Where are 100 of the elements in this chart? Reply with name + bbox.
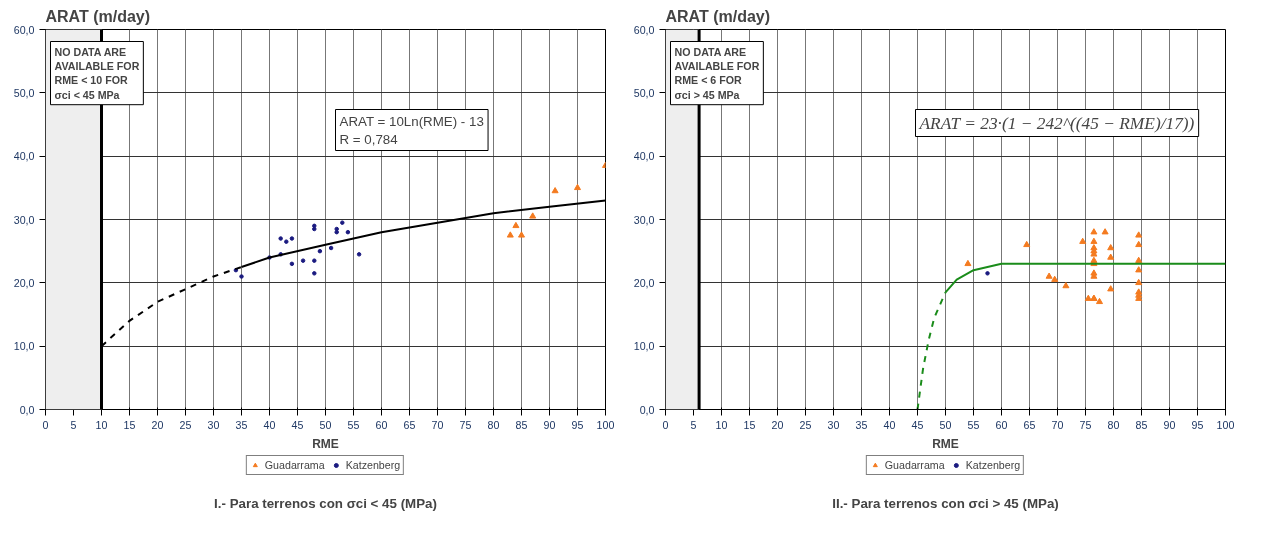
y-axis-title: ARAT (m/day) (45, 7, 151, 25)
point (340, 220, 345, 225)
x-tick-label: 25 (179, 418, 192, 431)
y-tick-label: 30,0 (633, 213, 655, 226)
x-tick-label: 5 (690, 418, 697, 431)
point (1096, 297, 1103, 305)
point (1090, 228, 1098, 235)
x-tick-label: 70 (1051, 418, 1064, 431)
x-tick-label: 10 (95, 418, 108, 431)
point (289, 261, 295, 267)
y-tick-label: 10,0 (13, 340, 35, 353)
point (1045, 272, 1053, 279)
point (284, 239, 289, 244)
point (1107, 285, 1115, 292)
point (1084, 294, 1092, 301)
point (278, 236, 283, 241)
x-tick-label: 50 (319, 418, 332, 431)
x-tick-label: 80 (487, 418, 500, 431)
point (512, 221, 520, 229)
legend-label: Katzenberg (345, 459, 401, 471)
x-tick-label: 0 (662, 418, 669, 431)
x-tick-label: 5 (70, 418, 77, 431)
x-tick-label: 40 (883, 418, 896, 431)
point (518, 231, 525, 238)
x-tick-label: 30 (827, 418, 840, 431)
point (1023, 240, 1031, 248)
x-tick-label: 70 (431, 418, 444, 431)
legend-label: Guadarrama (884, 459, 945, 471)
y-tick-label: 40,0 (633, 150, 655, 163)
annotation: ARAT = 23·(1 − 242^((45 − RME)/17)) (918, 113, 1195, 133)
point (334, 226, 339, 232)
y-tick-label: 60,0 (13, 23, 35, 36)
x-tick-label: 85 (515, 418, 528, 431)
x-tick-label: 100 (596, 418, 615, 431)
x-tick-label: 50 (939, 418, 952, 431)
x-tick-label: 95 (1191, 418, 1204, 431)
point (1135, 240, 1143, 248)
x-tick-label: 65 (403, 418, 416, 431)
annotation: NO DATA ARE AVAILABLE FOR RME < 6 FOR σci > 45 MPa (674, 45, 760, 101)
x-tick-label: 65 (1023, 418, 1036, 431)
x-axis-title: RME (932, 436, 959, 451)
legend-label: Guadarrama (264, 459, 325, 471)
point (529, 212, 537, 219)
x-axis-title: RME (312, 436, 339, 451)
point (334, 229, 339, 235)
point (312, 226, 317, 232)
x-tick-label: 15 (743, 418, 756, 431)
point (312, 223, 317, 229)
y-tick-label: 0,0 (639, 403, 655, 416)
x-tick-label: 45 (291, 418, 304, 431)
legend-label: Katzenberg (965, 459, 1021, 471)
y-axis-title: ARAT (m/day) (665, 7, 771, 25)
x-tick-label: 90 (543, 418, 556, 431)
x-tick-label: 90 (1163, 418, 1176, 431)
x-tick-label: 75 (459, 418, 472, 431)
point (356, 252, 362, 257)
point (1090, 237, 1098, 244)
x-tick-label: 55 (347, 418, 360, 431)
x-tick-label: 20 (771, 418, 784, 431)
point (328, 245, 334, 251)
point (317, 248, 323, 254)
x-tick-label: 55 (967, 418, 980, 431)
x-tick-label: 75 (1079, 418, 1092, 431)
annotation: NO DATA ARE AVAILABLE FOR RME < 10 FOR σci < 45 MPa (54, 45, 140, 101)
y-tick-label: 40,0 (13, 150, 35, 163)
point (1135, 231, 1143, 238)
point (1135, 266, 1143, 273)
x-tick-label: 25 (799, 418, 812, 431)
y-tick-label: 30,0 (13, 213, 35, 226)
point (1135, 278, 1143, 286)
y-tick-label: 10,0 (633, 340, 655, 353)
y-tick-label: 0,0 (19, 403, 35, 416)
y-tick-label: 20,0 (13, 276, 35, 289)
x-tick-label: 10 (715, 418, 728, 431)
x-tick-label: 80 (1107, 418, 1120, 431)
point (289, 236, 295, 241)
x-tick-label: 60 (375, 418, 388, 431)
y-tick-label: 60,0 (633, 23, 655, 36)
x-tick-label: 20 (151, 418, 164, 431)
point (1107, 253, 1115, 260)
x-tick-label: 45 (911, 418, 924, 431)
text: II.- Para terrenos con σci > 45 (MPa) (832, 495, 1059, 511)
point (239, 274, 244, 279)
x-tick-label: 35 (855, 418, 868, 431)
point (1079, 237, 1087, 244)
point (1062, 282, 1070, 289)
point (551, 187, 559, 194)
x-tick-label: 0 (42, 418, 49, 431)
y-tick-label: 20,0 (633, 276, 655, 289)
point (312, 258, 317, 263)
point (574, 183, 581, 191)
x-tick-label: 60 (995, 418, 1008, 431)
point (345, 229, 351, 235)
text: I.- Para terrenos con σci < 45 (MPa) (214, 495, 437, 511)
x-tick-label: 95 (571, 418, 584, 431)
point (1051, 275, 1059, 282)
x-tick-label: 35 (235, 418, 248, 431)
x-tick-label: 40 (263, 418, 276, 431)
point (1135, 256, 1143, 263)
x-tick-label: 15 (123, 418, 136, 431)
